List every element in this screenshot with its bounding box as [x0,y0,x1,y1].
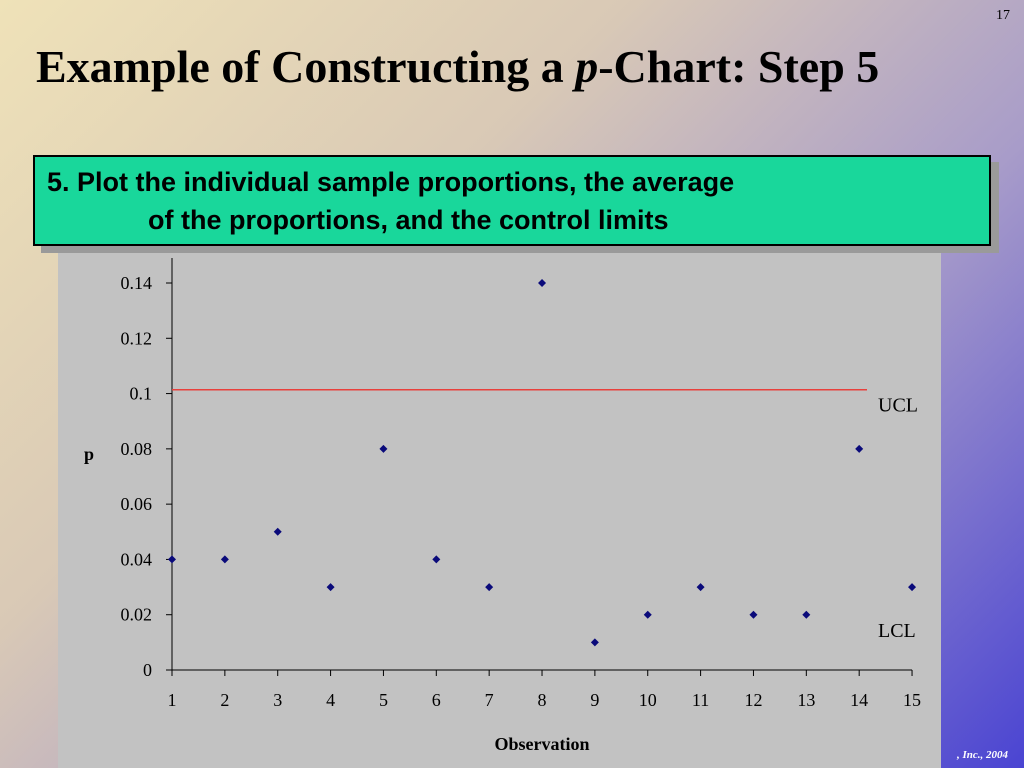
x-axis-label: Observation [494,734,589,754]
y-axis-label: p [84,444,94,464]
data-point [696,583,705,592]
x-tick-label: 9 [590,690,599,710]
y-tick-label: 0.04 [121,549,153,569]
data-point [485,583,494,592]
instruction-line-2: of the proportions, and the control limi… [148,205,669,235]
lcl-label: LCL [878,620,916,642]
data-point [749,610,758,619]
data-point [908,583,917,592]
y-tick-label: 0.02 [121,605,153,625]
y-tick-label: 0 [143,660,152,680]
x-tick-label: 2 [220,690,229,710]
x-tick-label: 4 [326,690,335,710]
data-point [538,279,547,287]
slide-number: 17 [996,8,1010,23]
data-point [273,527,282,536]
slide-title: Example of Constructing a p-Chart: Step … [36,40,879,93]
data-point [643,610,652,619]
data-point [802,610,811,619]
x-tick-label: 13 [797,690,815,710]
slide-title-prefix: Example of Constructing a [36,41,576,92]
x-tick-label: 12 [744,690,762,710]
instruction-box: 5. Plot the individual sample proportion… [33,155,991,246]
instruction-line-1: 5. Plot the individual sample proportion… [47,167,735,197]
y-tick-label: 0.06 [121,494,153,514]
data-point [379,444,388,453]
x-tick-label: 14 [850,690,868,710]
p-chart: 00.020.040.060.080.10.120.141 2 3 4 5 6 7 8 9 10 1… [84,258,921,754]
data-point [432,555,441,564]
slide-title-suffix: -Chart: Step 5 [598,41,880,92]
data-point [326,583,335,592]
x-tick-label: 1 [168,690,177,710]
x-tick-label: 15 [903,690,921,710]
x-tick-label: 10 [639,690,657,710]
copyright-text: , Inc., 2004 [956,749,1008,761]
y-tick-label: 0.1 [130,384,153,404]
data-point [855,444,864,453]
y-tick-label: 0.12 [121,328,153,348]
x-tick-label: 8 [538,690,547,710]
data-point [168,555,176,564]
x-tick-label: 7 [485,690,494,710]
y-tick-label: 0.08 [121,439,153,459]
ucl-label: UCL [878,395,918,417]
y-tick-label: 0.14 [121,273,153,293]
x-tick-label: 6 [432,690,441,710]
data-point [590,638,599,647]
data-point [220,555,229,564]
x-tick-label: 3 [273,690,282,710]
chart-area: 0 0.02 0.04 0.06 0.08 0.1 0.12 0.14 1 2 3 4 5 6 7 8 9 10 1… [58,240,941,768]
x-tick-label: 11 [692,690,709,710]
slide-title-italic: p [575,41,599,92]
x-tick-label: 5 [379,690,388,710]
